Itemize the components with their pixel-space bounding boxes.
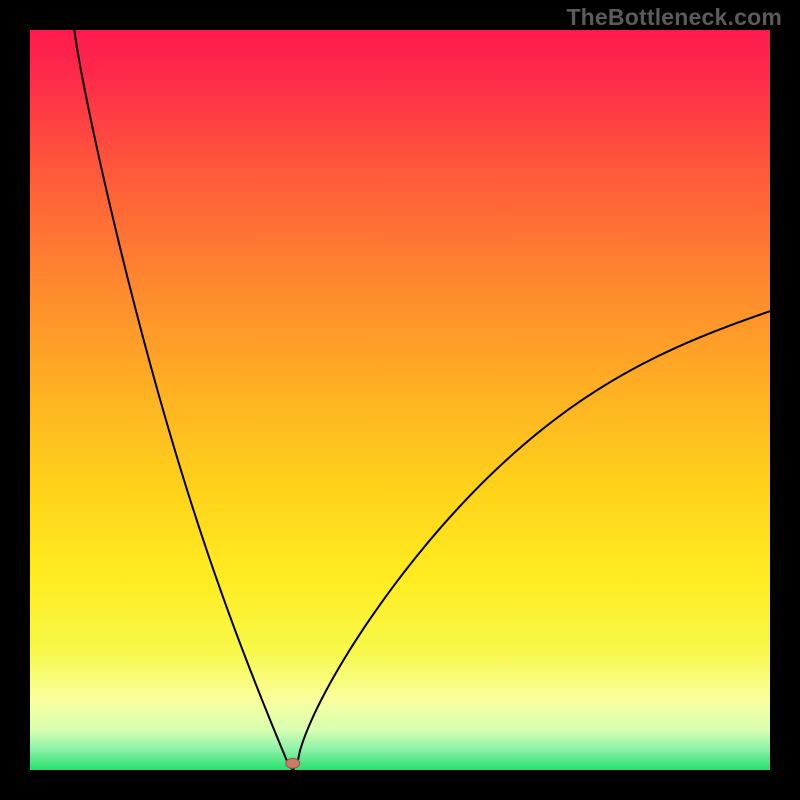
plot-area [30,30,770,770]
plot-background [30,30,770,770]
plot-svg [30,30,770,770]
optimum-marker [286,758,300,768]
chart-frame: TheBottleneck.com [0,0,800,800]
watermark-text: TheBottleneck.com [566,4,782,31]
